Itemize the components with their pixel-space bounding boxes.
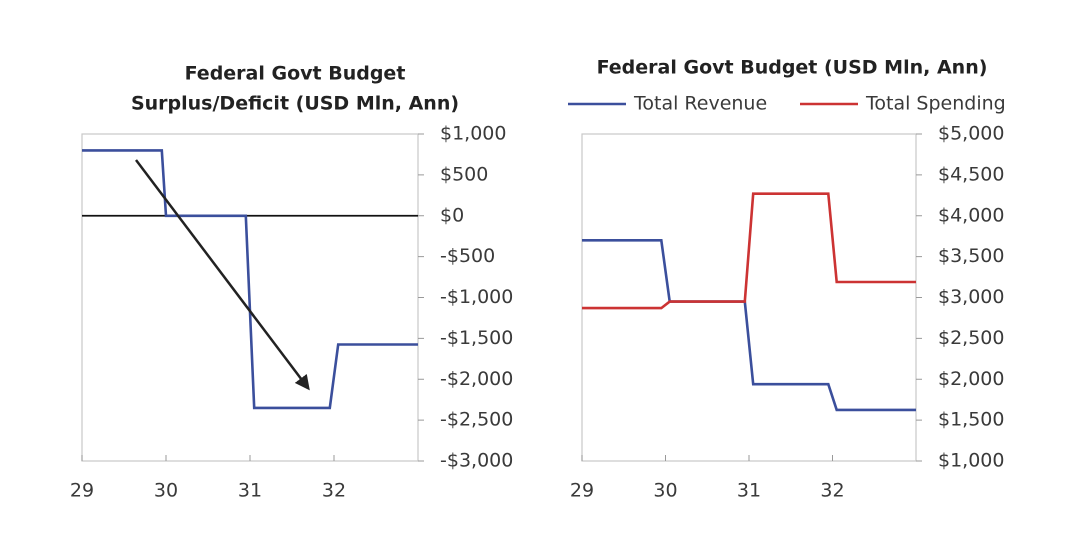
y-tick-label: $1,500 [938, 409, 1004, 431]
y-tick-label: -$2,500 [440, 409, 513, 431]
plots: Federal Govt Budget Surplus/Deficit (USD … [70, 57, 1006, 502]
y-tick-label: $3,500 [938, 245, 1004, 267]
series-line [582, 239, 916, 412]
chart-title: Federal Govt Budget [185, 63, 406, 85]
x-tick-label: 31 [238, 480, 262, 502]
y-tick-label: $0 [440, 204, 464, 226]
y-tick-label: -$1,000 [440, 286, 513, 308]
x-tick-label: 32 [820, 480, 844, 502]
x-tick-label: 30 [653, 480, 677, 502]
y-tick-label: -$3,000 [440, 450, 513, 472]
series-line [82, 149, 418, 410]
series-line [582, 192, 916, 310]
chart-title: Surplus/Deficit (USD Mln, Ann) [131, 93, 459, 115]
legend-label: Total Spending [865, 93, 1006, 115]
y-tick-label: $2,500 [938, 327, 1004, 349]
y-tick-label: -$2,000 [440, 368, 513, 390]
y-tick-label: -$1,500 [440, 327, 513, 349]
chart-title: Federal Govt Budget (USD Mln, Ann) [597, 57, 988, 79]
y-tick-label: $3,000 [938, 286, 1004, 308]
y-tick-label: $1,000 [938, 450, 1004, 472]
x-tick-label: 29 [70, 480, 94, 502]
trend-arrow [135, 159, 310, 391]
x-tick-label: 32 [322, 480, 346, 502]
plot-frame [581, 133, 917, 462]
y-tick-label: -$500 [440, 245, 495, 267]
y-tick-label: $500 [440, 163, 488, 185]
y-tick-label: $4,500 [938, 163, 1004, 185]
x-tick-label: 30 [154, 480, 178, 502]
y-tick-label: $2,000 [938, 368, 1004, 390]
y-tick-label: $1,000 [440, 123, 506, 145]
legend-label: Total Revenue [633, 93, 767, 115]
x-tick-label: 29 [570, 480, 594, 502]
y-tick-label: $5,000 [938, 123, 1004, 145]
y-tick-label: $4,000 [938, 204, 1004, 226]
x-tick-label: 31 [737, 480, 761, 502]
